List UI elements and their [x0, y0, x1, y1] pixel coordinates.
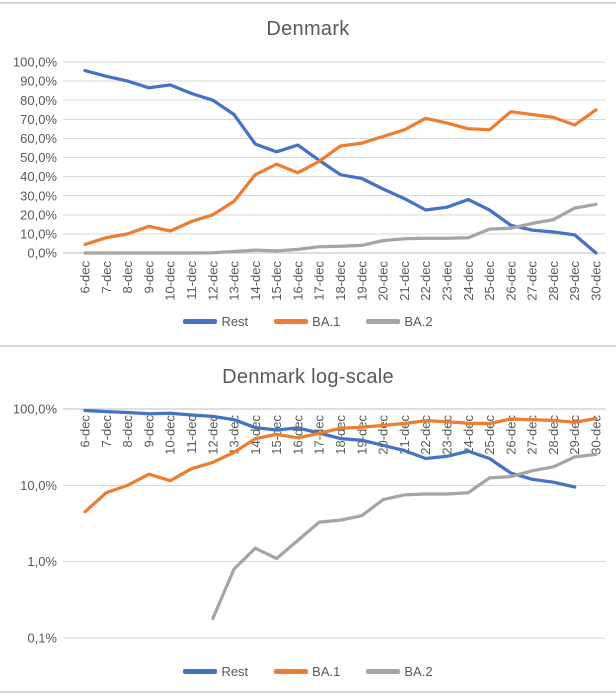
chart-plot-area: 100,0% 90,0% 80,0% 70,0% 60,0% 50,0% 40,0% 30,0… [13, 55, 606, 301]
x-axis-tick-label: 24-dec [461, 415, 476, 455]
legend-label: BA.1 [312, 664, 341, 679]
x-axis-tick-label: 28-dec [546, 261, 561, 301]
x-axis-tick-label: 26-dec [503, 415, 518, 455]
x-axis-tick-label: 22-dec [418, 261, 433, 301]
legend-item-rest: Rest [183, 314, 248, 329]
x-axis-tick-label: 7-dec [99, 415, 114, 448]
y-axis-tick-label: 10,0% [20, 478, 57, 493]
y-axis-tick-label: 50,0% [20, 150, 57, 165]
legend-label: Rest [221, 314, 249, 329]
bottom-divider-line [0, 691, 616, 693]
x-axis-tick-label: 29-dec [567, 261, 582, 301]
legend-line-marker [274, 319, 309, 324]
x-axis-tick-label: 23-dec [439, 261, 454, 301]
x-axis-tick-label: 10-dec [163, 261, 178, 301]
x-axis-tick-label: 14-dec [248, 415, 263, 455]
y-axis-tick-label: 60,0% [20, 131, 57, 146]
legend-line-marker [183, 319, 218, 324]
series-line-ba-1 [83, 416, 598, 514]
legend-item-ba-1: BA.1 [274, 664, 340, 679]
x-axis-tick-label: 8-dec [120, 261, 135, 294]
x-axis-tick-label: 11-dec [184, 261, 199, 300]
x-axis-tick-label: 28-dec [546, 415, 561, 455]
y-axis-tick-label: 0,0% [27, 246, 57, 261]
series-line-ba-2 [83, 202, 598, 255]
x-axis-tick-label: 19-dec [354, 261, 369, 301]
y-axis-tick-label: 1,0% [27, 554, 57, 569]
x-axis-tick-label: 29-dec [567, 415, 582, 455]
x-axis-tick-label: 11-dec [184, 415, 199, 454]
x-axis-tick-label: 25-dec [482, 415, 497, 455]
x-axis-tick-label: 12-dec [205, 261, 220, 301]
x-axis-tick-label: 19-dec [354, 415, 369, 455]
x-axis-tick-label: 27-dec [525, 261, 540, 301]
x-axis-tick-label: 25-dec [482, 261, 497, 301]
x-axis-tick-label: 21-dec [397, 261, 412, 301]
y-axis-tick-label: 80,0% [20, 93, 57, 108]
x-axis-tick-label: 6-dec [78, 415, 93, 448]
chart-denmark-linear: Denmark 100,0% 90,0% 80,0% 70,0% 60,0% 50,0% 4… [0, 0, 616, 346]
series-line-ba-1 [83, 108, 598, 247]
y-axis-tick-label: 70,0% [20, 112, 57, 127]
chart-title: Denmark [266, 18, 350, 40]
x-axis-tick-label: 18-dec [333, 415, 348, 455]
legend-label: Rest [221, 664, 249, 679]
top-divider-line [0, 2, 616, 4]
x-axis-tick-label: 30-dec [589, 415, 604, 455]
legend-line-marker [366, 669, 401, 674]
x-axis-tick-label: 6-dec [78, 261, 93, 294]
x-axis-tick-label: 30-dec [589, 261, 604, 301]
y-axis-tick-label: 10,0% [20, 226, 57, 241]
x-axis-tick-label: 12-dec [205, 415, 220, 455]
x-axis-tick-label: 26-dec [503, 261, 518, 301]
x-axis-tick-label: 9-dec [141, 261, 156, 294]
y-axis-tick-label: 0,1% [27, 631, 57, 646]
y-axis-tick-label: 40,0% [20, 169, 57, 184]
legend-line-marker [274, 669, 309, 674]
x-axis-tick-label: 13-dec [227, 261, 242, 301]
series-line-ba-2 [211, 452, 598, 621]
x-axis-tick-label: 16-dec [290, 261, 305, 301]
legend-item-ba-1: BA.1 [274, 314, 340, 329]
x-axis-tick-label: 27-dec [525, 415, 540, 455]
y-axis-tick-label: 90,0% [20, 74, 57, 89]
legend-item-rest: Rest [183, 664, 248, 679]
x-axis-tick-label: 10-dec [163, 415, 178, 455]
x-axis-tick-label: 24-dec [461, 261, 476, 301]
x-axis-tick-label: 20-dec [376, 261, 391, 301]
y-axis-tick-label: 100,0% [13, 402, 58, 417]
x-axis-tick-label: 9-dec [141, 415, 156, 448]
x-axis-tick-label: 22-dec [418, 415, 433, 455]
legend-item-ba-2: BA.2 [366, 314, 433, 329]
series-line-rest [83, 408, 577, 489]
middle-divider-line [0, 345, 616, 347]
legend-line-marker [366, 319, 401, 324]
legend-label: BA.2 [404, 664, 433, 679]
x-axis-tick-label: 23-dec [439, 415, 454, 455]
x-axis-tick-label: 17-dec [312, 261, 327, 301]
chart-title: Denmark log-scale [222, 366, 394, 388]
x-axis-tick-label: 13-dec [227, 415, 242, 455]
x-axis-tick-label: 14-dec [248, 261, 263, 301]
legend-label: BA.2 [404, 314, 433, 329]
x-axis-tick-label: 8-dec [120, 415, 135, 448]
series-line-rest [83, 68, 598, 255]
y-axis-tick-label: 20,0% [20, 207, 57, 222]
chart-denmark-log-scale: Denmark log-scale 100,0% 10,0% 1,0% 0,1% 6-d… [0, 346, 616, 697]
x-axis-tick-label: 18-dec [333, 261, 348, 301]
chart-legend: Rest BA.1 BA.2 [0, 314, 616, 329]
chart-legend: Rest BA.1 BA.2 [0, 664, 616, 679]
legend-line-marker [183, 669, 218, 674]
y-axis-tick-label: 100,0% [13, 55, 58, 70]
x-axis-tick-label: 20-dec [376, 415, 391, 455]
x-axis-tick-label: 16-dec [290, 415, 305, 455]
chart-plot-area: 100,0% 10,0% 1,0% 0,1% 6-dec 7-dec 8-dec 9-dec 1… [13, 402, 606, 646]
legend-item-ba-2: BA.2 [366, 664, 433, 679]
x-axis-tick-label: 7-dec [99, 261, 114, 294]
legend-label: BA.1 [312, 314, 341, 329]
y-axis-tick-label: 30,0% [20, 188, 57, 203]
x-axis-tick-label: 15-dec [269, 261, 284, 301]
